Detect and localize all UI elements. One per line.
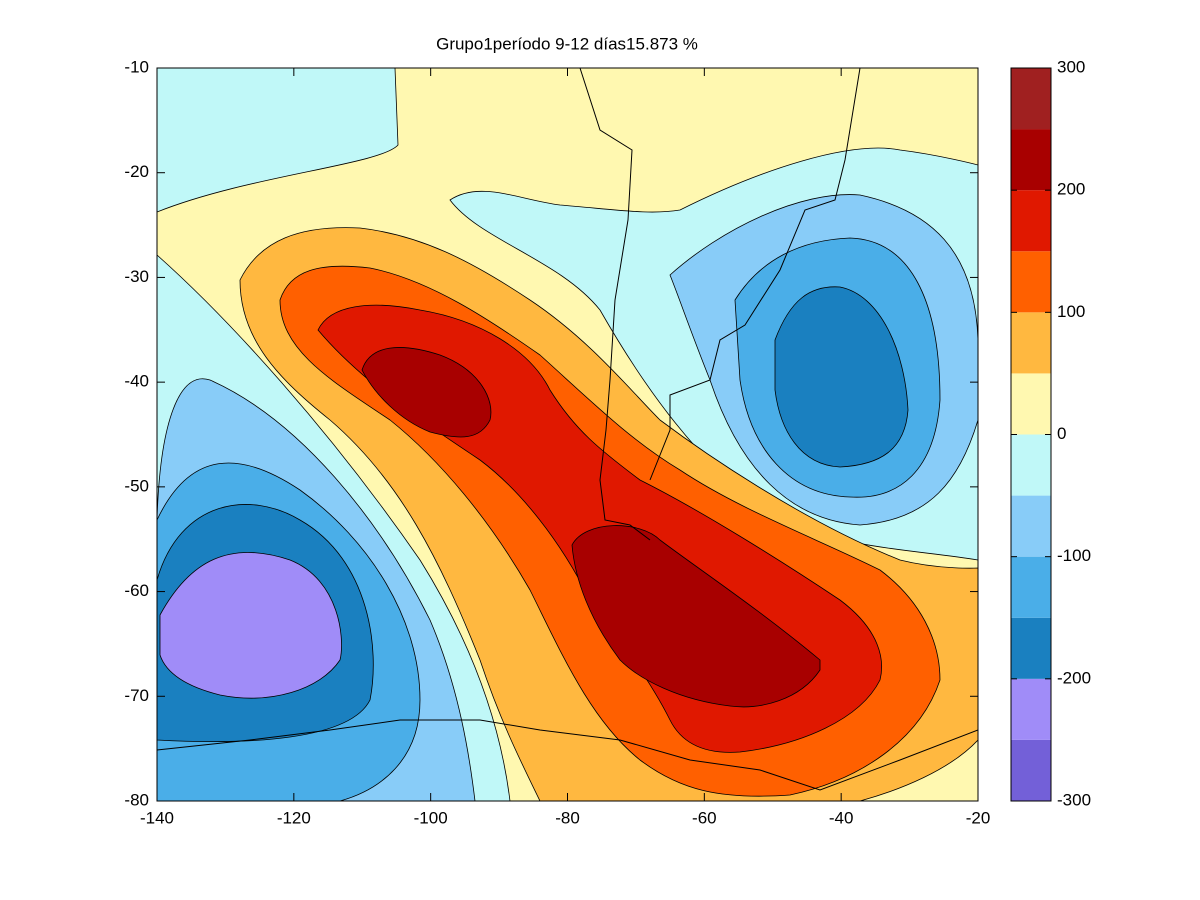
colorbar-tick-label: 100 xyxy=(1057,302,1085,321)
y-tick-label: -40 xyxy=(124,372,149,391)
x-tick-label: -80 xyxy=(555,808,580,827)
colorbar-swatch xyxy=(1011,495,1051,557)
colorbar-swatch xyxy=(1011,129,1051,191)
x-tick-label: -120 xyxy=(277,808,311,827)
colorbar-swatch xyxy=(1011,68,1051,130)
y-tick-label: -70 xyxy=(124,686,149,705)
contour-field xyxy=(157,68,978,801)
band xyxy=(571,525,821,708)
band xyxy=(361,347,492,438)
x-tick-label: -100 xyxy=(414,808,448,827)
band xyxy=(774,286,909,468)
band xyxy=(157,68,399,213)
x-tick-label: -140 xyxy=(140,808,174,827)
y-tick-label: -20 xyxy=(124,162,149,181)
colorbar-tick-label: -100 xyxy=(1057,546,1091,565)
x-tick-label: -20 xyxy=(966,808,991,827)
colorbar-tick-label: 0 xyxy=(1057,424,1066,443)
y-tick-label: -10 xyxy=(124,57,149,76)
x-tick-label: -60 xyxy=(692,808,717,827)
colorbar-swatch xyxy=(1011,617,1051,679)
colorbar-tick-label: 200 xyxy=(1057,180,1085,199)
colorbar-swatch xyxy=(1011,190,1051,252)
band xyxy=(159,552,342,699)
colorbar-tick-label: -200 xyxy=(1057,668,1091,687)
colorbar-swatch xyxy=(1011,556,1051,618)
colorbar-swatch xyxy=(1011,312,1051,374)
colorbar-tick-label: -300 xyxy=(1057,790,1091,809)
y-tick-label: -50 xyxy=(124,476,149,495)
colorbar-swatch xyxy=(1011,678,1051,740)
colorbar-swatch xyxy=(1011,251,1051,313)
y-tick-label: -60 xyxy=(124,581,149,600)
colorbar-tick-label: 300 xyxy=(1057,57,1085,76)
x-tick-label: -40 xyxy=(829,808,854,827)
colorbar-swatch xyxy=(1011,373,1051,435)
colorbar-swatch xyxy=(1011,739,1051,801)
y-tick-label: -80 xyxy=(124,790,149,809)
coastline xyxy=(157,68,978,791)
y-tick-label: -30 xyxy=(124,267,149,286)
chart-title: Grupo1período 9-12 días15.873 % xyxy=(436,34,698,53)
colorbar-swatch xyxy=(1011,434,1051,496)
